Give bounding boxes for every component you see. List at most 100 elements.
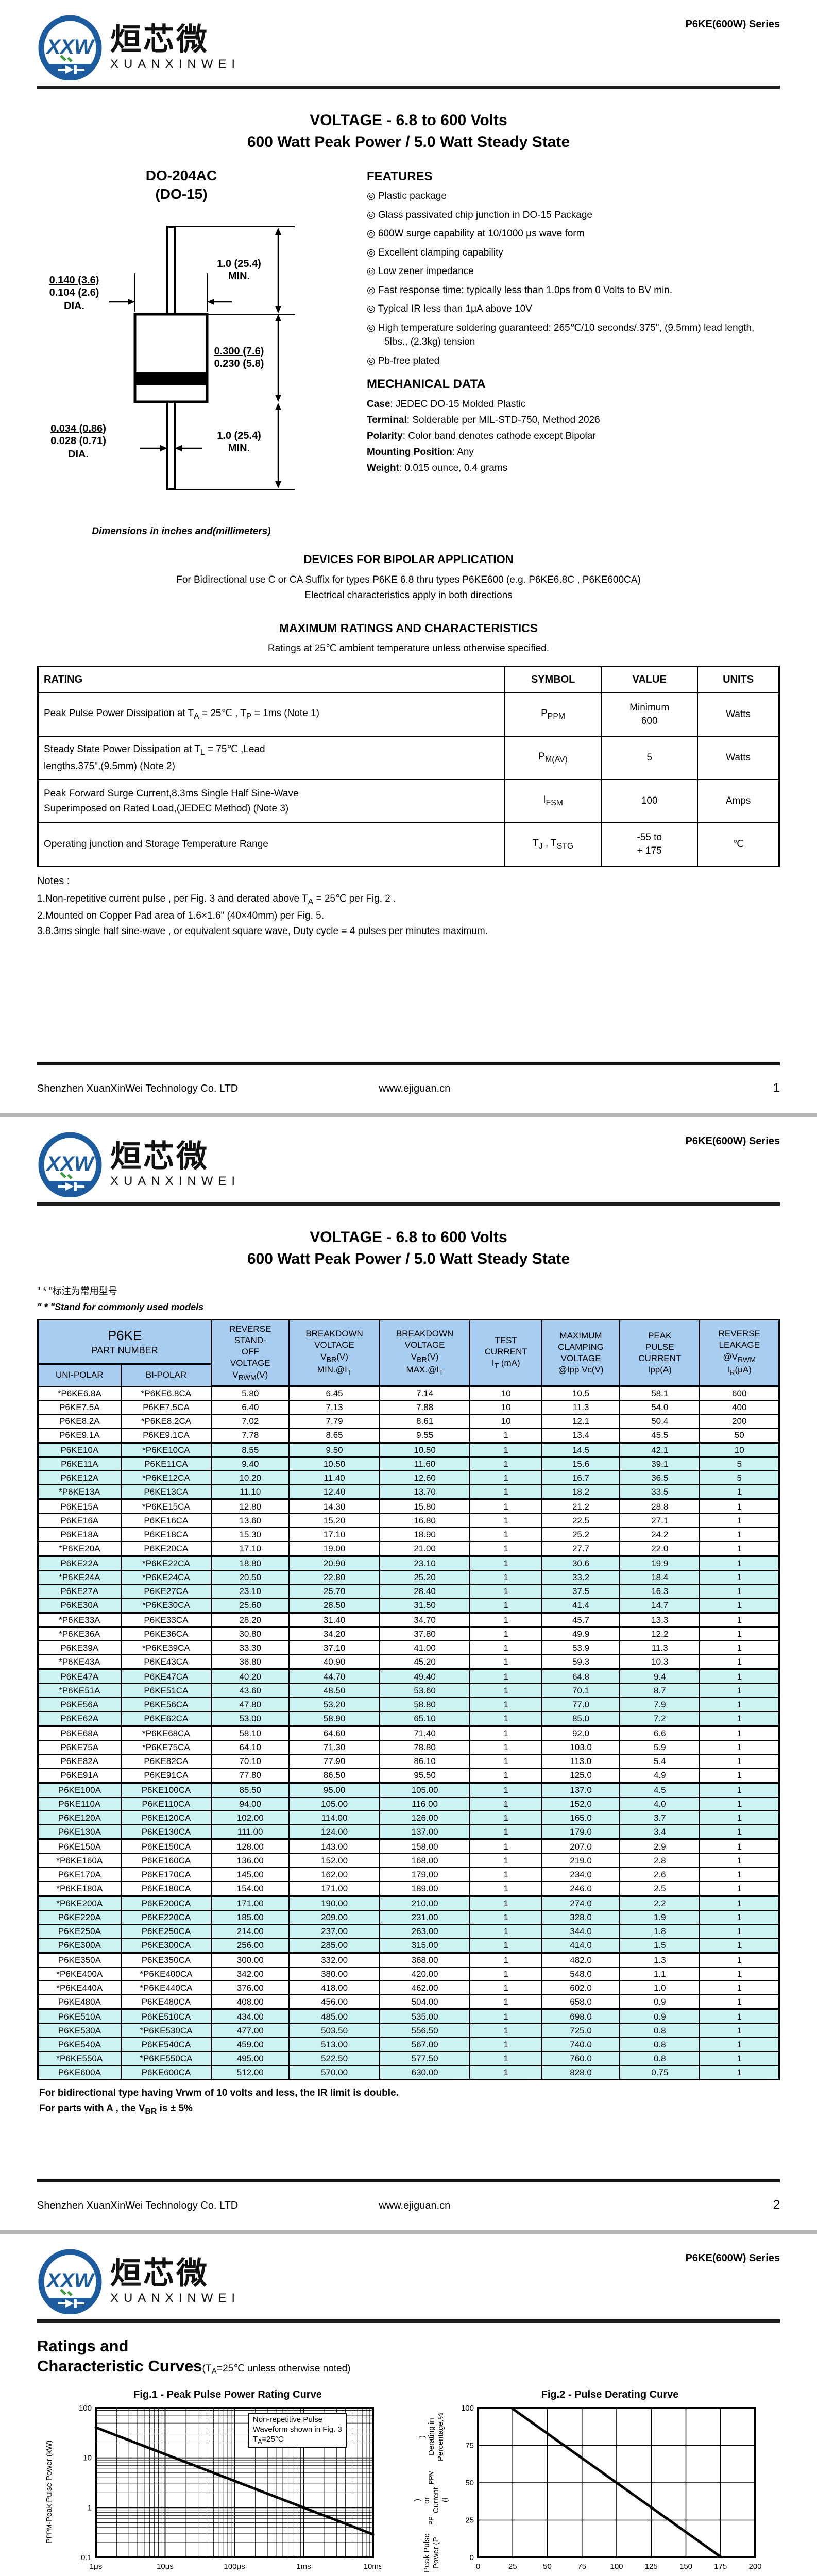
- figure-title: Fig.1 - Peak Pulse Power Rating Curve: [133, 2389, 322, 2401]
- svg-text:XXW: XXW: [45, 1153, 95, 1175]
- part-value: 1: [699, 1938, 780, 1954]
- part-value: 380.00: [288, 1967, 380, 1982]
- part-value: 1: [469, 1570, 542, 1585]
- part-value: 0.9: [619, 2008, 701, 2025]
- part-row: *P6KE33A P6KE33CA 28.20 31.40 34.70 1 45.7 13.3…: [37, 1612, 780, 1628]
- brand-logo: XXW 烜芯微 XUANXINWEI: [37, 15, 780, 80]
- mechanical-data-list: Case: JEDEC DO-15 Molded Plastic Terminal…: [367, 397, 780, 476]
- part-value: 414.0: [541, 1938, 621, 1954]
- part-value: 137.0: [541, 1782, 621, 1798]
- svg-text:0: 0: [470, 2553, 474, 2562]
- svg-text:75: 75: [577, 2562, 586, 2571]
- rating-description: Peak Forward Surge Current,8.3ms Single …: [37, 779, 506, 824]
- figure-y-axis-label: Peak Pulse Power (P PP) or Current (I PPM )…: [413, 2412, 450, 2573]
- part-uni-polar: *P6KE36A: [37, 1626, 122, 1642]
- part-bi-polar: P6KE350CA: [120, 1952, 212, 1968]
- part-value: 7.9: [619, 1697, 701, 1713]
- part-value: 1: [469, 1654, 542, 1670]
- part-value: 1: [469, 1584, 542, 1599]
- part-value: 513.00: [288, 2037, 380, 2053]
- notes-section: Notes : 1.Non-repetitive current pulse ,…: [37, 875, 780, 940]
- figure-row: Fig.1 - Peak Pulse Power Rating Curve P PP…: [37, 2382, 780, 2576]
- part-value: 128.00: [211, 1838, 290, 1855]
- part-value: 548.0: [541, 1967, 621, 1982]
- drawing-caption: Dimensions in inches and(millimeters): [92, 526, 271, 537]
- part-value: 15.30: [211, 1527, 290, 1543]
- part-bi-polar: *P6KE8.2CA: [120, 1414, 212, 1429]
- part-row: P6KE130A P6KE130CA 111.00 124.00 137.00 1 179.…: [37, 1824, 780, 1840]
- part-value: 113.0: [541, 1754, 621, 1769]
- part-value: 9.55: [379, 1428, 471, 1444]
- part-value: 6.45: [288, 1385, 380, 1401]
- electrical-characteristics-table: P6KE PART NUMBER REVERSE STAND- OFF VOLTAGE VR…: [37, 1319, 780, 2081]
- table-col-header: REVERSE LEAKAGE @VRWM IR(μA): [699, 1319, 780, 1387]
- ratings-col-header: UNITS: [697, 666, 780, 694]
- part-value: 126.00: [379, 1810, 471, 1826]
- part-uni-polar: P6KE510A: [37, 2008, 122, 2025]
- part-value: 1: [469, 1740, 542, 1755]
- part-uni-polar: P6KE480A: [37, 1994, 122, 2010]
- dim-lead-dia-min: 0.028 (0.71): [50, 435, 106, 447]
- part-value: 64.8: [541, 1668, 621, 1685]
- ratings-col-header: VALUE: [601, 666, 699, 694]
- table-col-header: REVERSE STAND- OFF VOLTAGE VRWM(V): [211, 1319, 290, 1387]
- part-row: P6KE18A P6KE18CA 15.30 17.10 18.90 1 25.2 24.2 1: [37, 1527, 780, 1543]
- part-value: 1: [699, 1527, 780, 1543]
- part-value: 30.6: [541, 1555, 621, 1571]
- part-value: 522.50: [288, 2051, 380, 2066]
- part-row: *P6KE13A P6KE13CA 11.10 12.40 13.70 1 18.2 33.5…: [37, 1484, 780, 1500]
- part-uni-polar: P6KE75A: [37, 1740, 122, 1755]
- part-value: 1: [699, 1797, 780, 1812]
- part-value: 1: [699, 1994, 780, 2010]
- part-value: 219.0: [541, 1853, 621, 1869]
- part-value: 1: [469, 1910, 542, 1925]
- part-bi-polar: *P6KE22CA: [120, 1555, 212, 1571]
- mechanical-data-row: Terminal: Solderable per MIL-STD-750, Me…: [367, 415, 600, 426]
- part-uni-polar: P6KE350A: [37, 1952, 122, 1968]
- uni-polar-header: UNI-POLAR: [37, 1363, 122, 1387]
- part-bi-polar: *P6KE440CA: [120, 1980, 212, 1996]
- part-value: 368.00: [379, 1952, 471, 1968]
- part-value: 207.0: [541, 1838, 621, 1855]
- part-value: 7.88: [379, 1400, 471, 1415]
- features-list: Plastic package Glass passivated chip jun…: [367, 189, 780, 368]
- table-col-header: MAXIMUM CLAMPING VOLTAGE @Ipp Vc(V): [541, 1319, 621, 1387]
- part-value: 231.00: [379, 1910, 471, 1925]
- part-bi-polar: *P6KE10CA: [120, 1442, 212, 1458]
- part-value: 1: [699, 1895, 780, 1911]
- part-value: 33.2: [541, 1570, 621, 1585]
- mechanical-heading: MECHANICAL DATA: [367, 377, 486, 392]
- part-value: 86.50: [288, 1768, 380, 1784]
- part-value: 1: [699, 2037, 780, 2053]
- part-value: 13.3: [619, 1612, 701, 1628]
- part-value: 37.80: [379, 1626, 471, 1642]
- part-uni-polar: *P6KE24A: [37, 1570, 122, 1585]
- svg-text:10μs: 10μs: [157, 2562, 174, 2571]
- part-value: 43.60: [211, 1683, 290, 1699]
- part-value: 1: [469, 1980, 542, 1996]
- part-value: 31.50: [379, 1598, 471, 1614]
- part-value: 214.00: [211, 1924, 290, 1939]
- part-value: 1: [699, 1541, 780, 1557]
- part-value: 78.80: [379, 1740, 471, 1755]
- figure-fig1: Fig.1 - Peak Pulse Power Rating Curve P PP…: [37, 2382, 398, 2576]
- part-row: P6KE600A P6KE600CA 512.00 570.00 630.00 1 828.…: [37, 2065, 780, 2080]
- part-value: 58.90: [288, 1711, 380, 1727]
- part-bi-polar: P6KE600CA: [120, 2065, 212, 2080]
- part-value: 1: [469, 1967, 542, 1982]
- part-value: 49.40: [379, 1668, 471, 1685]
- part-value: 1: [469, 1938, 542, 1954]
- part-value: 8.61: [379, 1414, 471, 1429]
- curves-heading-condition: (TA=25℃ unless otherwise noted): [202, 2363, 351, 2376]
- part-value: 125.0: [541, 1768, 621, 1784]
- part-row: *P6KE200A P6KE200CA 171.00 190.00 210.00 1 274…: [37, 1895, 780, 1911]
- dim-lead-top-min: MIN.: [228, 270, 250, 282]
- part-bi-polar: P6KE160CA: [120, 1853, 212, 1869]
- part-value: 1: [699, 1754, 780, 1769]
- part-row: *P6KE6.8A *P6KE6.8CA 5.80 6.45 7.14 10 10.5 58.…: [37, 1385, 780, 1401]
- part-value: 171.00: [211, 1895, 290, 1911]
- header-rule: [37, 86, 780, 89]
- part-row: *P6KE20A P6KE20CA 17.10 19.00 21.00 1 27.7 22.0…: [37, 1541, 780, 1557]
- figure-plot-area: P PPM -Peak Pulse Power (kW) 1μs 10μs 100μs 1m…: [37, 2403, 398, 2576]
